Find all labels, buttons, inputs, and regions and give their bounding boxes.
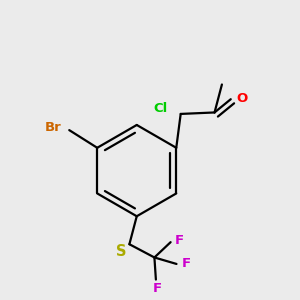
- Text: Cl: Cl: [154, 102, 168, 115]
- Text: F: F: [153, 282, 162, 295]
- Text: F: F: [182, 257, 190, 271]
- Text: O: O: [236, 92, 247, 105]
- Text: S: S: [116, 244, 126, 259]
- Text: Br: Br: [45, 121, 61, 134]
- Text: F: F: [175, 234, 184, 247]
